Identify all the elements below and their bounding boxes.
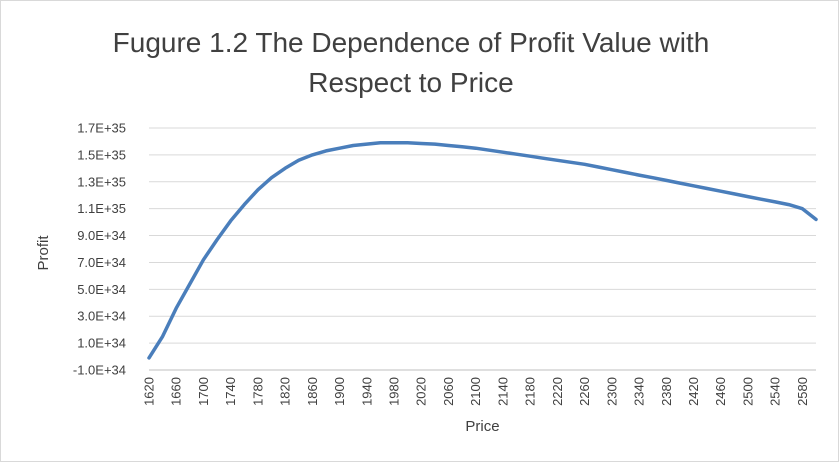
x-tick-label: 1860 [305, 377, 320, 406]
x-axis-title: Price [465, 418, 499, 435]
x-tick-label: 2420 [686, 377, 701, 406]
x-tick-label: 1940 [359, 377, 374, 406]
y-tick-label: 7.0E+34 [77, 255, 126, 270]
x-tick-label: 2580 [795, 377, 810, 406]
x-tick-label: 2500 [740, 377, 755, 406]
x-tick-label: 2180 [523, 377, 538, 406]
x-tick-label: 2300 [604, 377, 619, 406]
x-tick-label: 2140 [495, 377, 510, 406]
x-tick-label: 1820 [278, 377, 293, 406]
x-tick-label: 1740 [223, 377, 238, 406]
y-tick-label: 3.0E+34 [77, 309, 126, 324]
y-tick-label: 1.0E+34 [77, 336, 126, 351]
x-tick-label: 1900 [332, 377, 347, 406]
y-tick-label: 1.7E+35 [77, 121, 126, 136]
chart-title: Fugure 1.2 The Dependence of Profit Valu… [112, 27, 710, 98]
y-tick-label: 1.1E+35 [77, 201, 126, 216]
x-tick-label: 2020 [414, 377, 429, 406]
x-axis-ticks: 1620 1660 1700 1740 1780 1820 1860 1900 1940 1980… [142, 377, 810, 406]
y-tick-label: 9.0E+34 [77, 228, 126, 243]
x-tick-label: 2220 [550, 377, 565, 406]
x-tick-label: 2540 [768, 377, 783, 406]
x-tick-label: 1620 [142, 377, 157, 406]
x-tick-label: 1780 [250, 377, 265, 406]
y-axis-ticks: -1.0E+34 1.0E+34 3.0E+34 5.0E+34 7.0E+34 9.0E… [73, 121, 126, 378]
gridlines [149, 127, 816, 344]
x-tick-label: 2100 [468, 377, 483, 406]
x-tick-label: 1980 [387, 377, 402, 406]
x-tick-label: 2260 [577, 377, 592, 406]
x-tick-label: 2460 [713, 377, 728, 406]
x-tick-label: 2340 [632, 377, 647, 406]
x-tick-label: 2380 [659, 377, 674, 406]
x-tick-label: 2060 [441, 377, 456, 406]
y-tick-label: -1.0E+34 [73, 363, 126, 378]
y-axis-title: Profit [35, 235, 52, 271]
y-tick-label: 5.0E+34 [77, 282, 126, 297]
series-layer [147, 141, 818, 360]
y-tick-label: 1.5E+35 [77, 147, 126, 162]
y-tick-label: 1.3E+35 [77, 174, 126, 189]
series-line [147, 141, 818, 360]
x-tick-label: 1700 [196, 377, 211, 406]
x-tick-label: 1660 [169, 377, 184, 406]
